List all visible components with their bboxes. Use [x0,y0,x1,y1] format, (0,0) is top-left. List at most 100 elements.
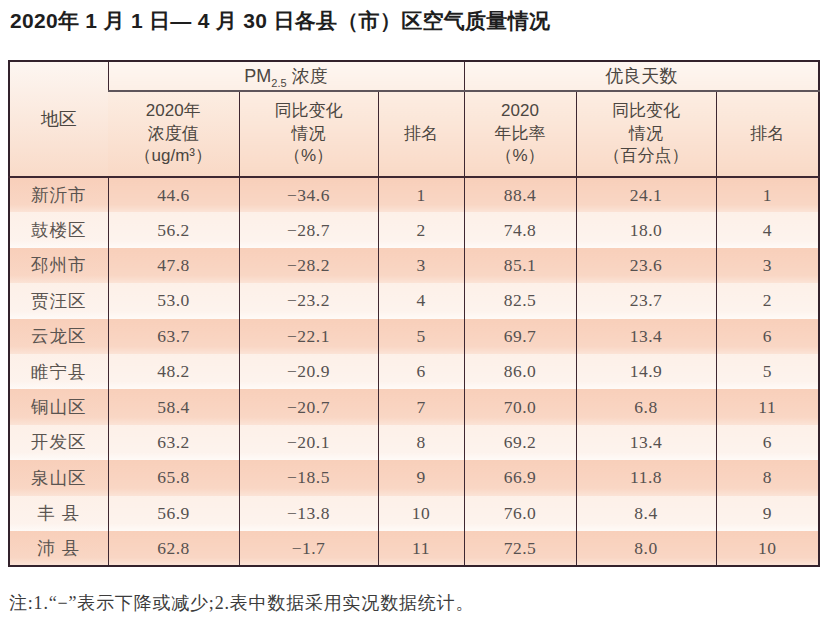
days-rank-cell: 11 [716,389,819,424]
header-group-row: 地区 PM2.5 浓度 优良天数 [9,61,819,91]
pm-change-cell: −1.7 [239,531,378,566]
col-header-pm-change: 同比变化 情况 （%） [239,91,378,177]
pm-value-cell: 44.6 [108,177,239,212]
header-subrow: 2020年 浓度值 （ug/m³） 同比变化 情况 （%） 排名 2020 年比… [9,91,819,177]
days-rank-cell: 5 [716,354,819,389]
col-header-days-rate: 2020 年比率 （%） [464,91,576,177]
region-cell: 睢宁县 [9,354,108,389]
days-rate-cell: 70.0 [464,389,576,424]
pm-value-cell: 63.2 [108,425,239,460]
table-row: 贾汪区 53.0 −23.2 4 82.5 23.7 2 [9,283,819,318]
days-rate-cell: 85.1 [464,248,576,283]
days-change-cell: 13.4 [576,425,716,460]
col-header-region: 地区 [9,61,108,177]
pm-change-cell: −28.7 [239,212,378,247]
page-title: 2020年 1 月 1 日— 4 月 30 日各县（市）区空气质量情况 [10,7,550,35]
days-rank-cell: 3 [716,248,819,283]
days-rank-cell: 10 [716,531,819,566]
table-body: 新沂市 44.6 −34.6 1 88.4 24.1 1 鼓楼区 56.2 −2… [9,177,819,566]
days-rate-cell: 66.9 [464,460,576,495]
days-rate-cell: 69.2 [464,425,576,460]
col-header-pm-value: 2020年 浓度值 （ug/m³） [108,91,239,177]
days-change-cell: 11.8 [576,460,716,495]
days-rank-cell: 6 [716,319,819,354]
table-row: 邳州市 47.8 −28.2 3 85.1 23.6 3 [9,248,819,283]
region-cell: 云龙区 [9,319,108,354]
col-group-good-days: 优良天数 [464,61,819,91]
table-row: 泉山区 65.8 −18.5 9 66.9 11.8 8 [9,460,819,495]
table-row: 开发区 63.2 −20.1 8 69.2 13.4 6 [9,425,819,460]
pm-change-cell: −20.7 [239,389,378,424]
table-row: 丰 县 56.9 −13.8 10 76.0 8.4 9 [9,496,819,531]
days-change-cell: 24.1 [576,177,716,212]
region-cell: 贾汪区 [9,283,108,318]
pm-value-cell: 47.8 [108,248,239,283]
pm-value-cell: 63.7 [108,319,239,354]
days-rank-cell: 1 [716,177,819,212]
pm25-label-subscript: 2.5 [271,76,286,88]
col-header-pm-rank: 排名 [378,91,464,177]
days-change-cell: 13.4 [576,319,716,354]
pm-change-cell: −20.9 [239,354,378,389]
pm-value-cell: 48.2 [108,354,239,389]
days-rank-cell: 2 [716,283,819,318]
days-rate-cell: 74.8 [464,212,576,247]
pm-rank-cell: 6 [378,354,464,389]
table-row: 新沂市 44.6 −34.6 1 88.4 24.1 1 [9,177,819,212]
pm-rank-cell: 7 [378,389,464,424]
pm-change-cell: −34.6 [239,177,378,212]
pm-rank-cell: 1 [378,177,464,212]
days-rate-cell: 86.0 [464,354,576,389]
region-cell: 丰 县 [9,496,108,531]
days-rank-cell: 4 [716,212,819,247]
days-change-cell: 18.0 [576,212,716,247]
days-rate-cell: 76.0 [464,496,576,531]
pm-value-cell: 65.8 [108,460,239,495]
pm-change-cell: −13.8 [239,496,378,531]
region-cell: 鼓楼区 [9,212,108,247]
pm-value-cell: 56.9 [108,496,239,531]
days-change-cell: 8.4 [576,496,716,531]
table-row: 睢宁县 48.2 −20.9 6 86.0 14.9 5 [9,354,819,389]
table-header: 地区 PM2.5 浓度 优良天数 2020年 浓度值 （ug/m³） 同比变化 … [9,61,819,177]
pm-rank-cell: 11 [378,531,464,566]
pm-change-cell: −28.2 [239,248,378,283]
days-rate-cell: 88.4 [464,177,576,212]
pm-change-cell: −23.2 [239,283,378,318]
pm-rank-cell: 8 [378,425,464,460]
table-row: 云龙区 63.7 −22.1 5 69.7 13.4 6 [9,319,819,354]
pm25-label-suffix: 浓度 [287,66,328,86]
pm-change-cell: −22.1 [239,319,378,354]
pm-change-cell: −20.1 [239,425,378,460]
pm-rank-cell: 4 [378,283,464,318]
pm-rank-cell: 10 [378,496,464,531]
days-change-cell: 23.6 [576,248,716,283]
pm-change-cell: −18.5 [239,460,378,495]
days-rate-cell: 72.5 [464,531,576,566]
region-cell: 铜山区 [9,389,108,424]
days-rate-cell: 69.7 [464,319,576,354]
table-row: 沛 县 62.8 −1.7 11 72.5 8.0 10 [9,531,819,566]
table-row: 鼓楼区 56.2 −28.7 2 74.8 18.0 4 [9,212,819,247]
region-cell: 泉山区 [9,460,108,495]
days-change-cell: 14.9 [576,354,716,389]
air-quality-table: 地区 PM2.5 浓度 优良天数 2020年 浓度值 （ug/m³） 同比变化 … [8,60,820,567]
pm-rank-cell: 3 [378,248,464,283]
region-cell: 沛 县 [9,531,108,566]
pm-value-cell: 53.0 [108,283,239,318]
region-cell: 开发区 [9,425,108,460]
table-row: 铜山区 58.4 −20.7 7 70.0 6.8 11 [9,389,819,424]
col-header-days-change: 同比变化 情况 （百分点） [576,91,716,177]
col-header-days-rank: 排名 [716,91,819,177]
days-rank-cell: 6 [716,425,819,460]
days-change-cell: 6.8 [576,389,716,424]
days-change-cell: 23.7 [576,283,716,318]
days-rank-cell: 8 [716,460,819,495]
region-cell: 邳州市 [9,248,108,283]
page: 2020年 1 月 1 日— 4 月 30 日各县（市）区空气质量情况 地区 P… [0,0,825,620]
pm-value-cell: 56.2 [108,212,239,247]
footnote: 注:1.“−”表示下降或减少;2.表中数据采用实况数据统计。 [9,591,474,615]
pm-value-cell: 62.8 [108,531,239,566]
pm-rank-cell: 2 [378,212,464,247]
pm25-label-prefix: PM [244,66,271,86]
